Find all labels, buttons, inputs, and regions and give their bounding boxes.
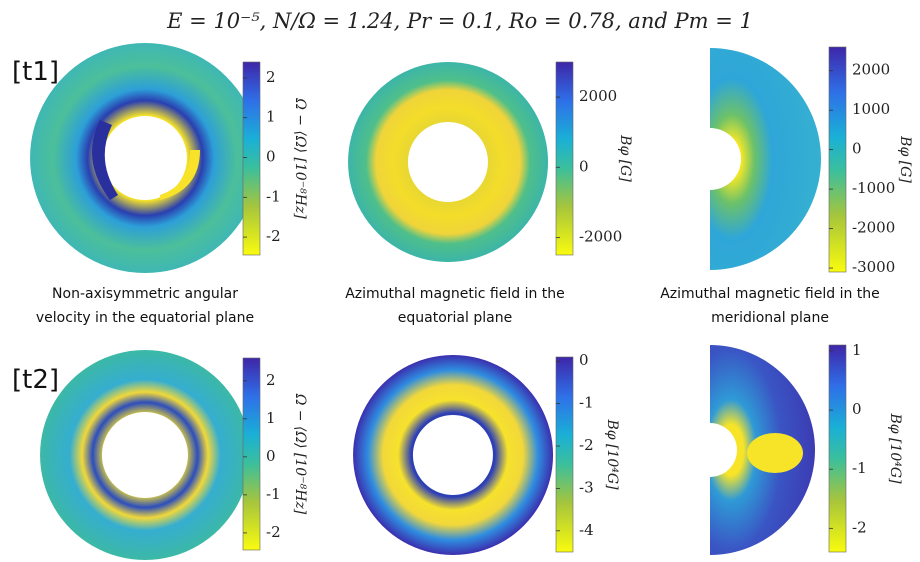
caption: Azimuthal magnetic field in the <box>345 286 565 302</box>
colorbar-tick-label: 0 <box>852 400 862 418</box>
colorbar-tick-label: 0 <box>579 351 589 369</box>
colorbar-label: Bφ [G] <box>617 134 633 182</box>
colorbar-tick-label: 0 <box>266 447 276 465</box>
colorbar-tick-label: -2 <box>266 227 281 245</box>
colorbar-label: Ω − ⟨Ω⟩ [10⁻⁸Hz] <box>292 97 308 219</box>
figure-title: E = 10⁻⁵, N/Ω = 1.24, Pr = 0.1, Ro = 0.7… <box>166 9 753 33</box>
colorbar-tick-label: 2 <box>266 371 276 389</box>
row-label: [t1] <box>12 57 59 87</box>
colorbar-tick-label: -1000 <box>852 179 895 197</box>
colorbar-tick-label: 2000 <box>852 61 890 79</box>
colorbar-tick-label: 0 <box>852 140 862 158</box>
caption: equatorial plane <box>398 310 512 326</box>
caption: meridional plane <box>711 310 829 326</box>
colorbar-tick-label: -1 <box>266 485 281 503</box>
colorbar <box>242 357 261 551</box>
colorbar-label: Bφ [10⁴G] <box>604 418 620 490</box>
colorbar-label: Bφ [G] <box>897 135 913 183</box>
colorbar-label: Bφ [10⁴G] <box>887 412 903 484</box>
colorbar-tick-label: -2000 <box>852 219 895 237</box>
colorbar-tick-label: -3000 <box>852 258 895 276</box>
colorbar-tick-label: 0 <box>266 148 276 166</box>
colorbar-tick-label: 1 <box>266 108 276 126</box>
colorbar-tick-label: -4 <box>579 521 594 539</box>
caption: velocity in the equatorial plane <box>36 310 254 326</box>
colorbar-tick-label: 2000 <box>579 87 617 105</box>
colorbar-tick-label: 1 <box>266 409 276 427</box>
colorbar-tick-label: -1 <box>852 459 867 477</box>
simulation-images <box>30 43 821 561</box>
row-label: [t2] <box>12 365 59 395</box>
colorbar-tick-label: 2 <box>266 68 276 86</box>
colorbar-tick-label: -2 <box>579 436 594 454</box>
colorbar <box>242 61 261 256</box>
colorbar-tick-label: -2 <box>266 523 281 541</box>
colorbar-tick-label: -2 <box>852 518 867 536</box>
colorbar-tick-label: -3 <box>579 478 594 496</box>
colorbar-tick-label: 1000 <box>852 100 890 118</box>
captions: Non-axisymmetric angular velocity in the … <box>36 286 880 326</box>
colorbar <box>828 344 847 553</box>
caption: Azimuthal magnetic field in the <box>660 286 880 302</box>
caption: Non-axisymmetric angular <box>52 286 238 302</box>
colorbar-tick-label: 0 <box>579 157 589 175</box>
colorbar-tick-label: -1 <box>266 187 281 205</box>
colorbar-tick-label: -2000 <box>579 227 622 245</box>
colorbar <box>555 61 574 256</box>
colorbar-tick-label: 1 <box>852 341 862 359</box>
colorbar-label: Ω − ⟨Ω⟩ [10⁻⁸Hz] <box>292 393 308 515</box>
colorbar <box>555 356 574 553</box>
colorbar <box>828 46 847 273</box>
colorbar-tick-label: -1 <box>579 394 594 412</box>
